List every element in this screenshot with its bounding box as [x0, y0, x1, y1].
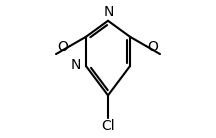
Text: N: N — [103, 5, 114, 19]
Text: O: O — [58, 40, 68, 54]
Text: Cl: Cl — [101, 119, 115, 133]
Text: O: O — [148, 40, 158, 54]
Text: N: N — [70, 58, 81, 72]
